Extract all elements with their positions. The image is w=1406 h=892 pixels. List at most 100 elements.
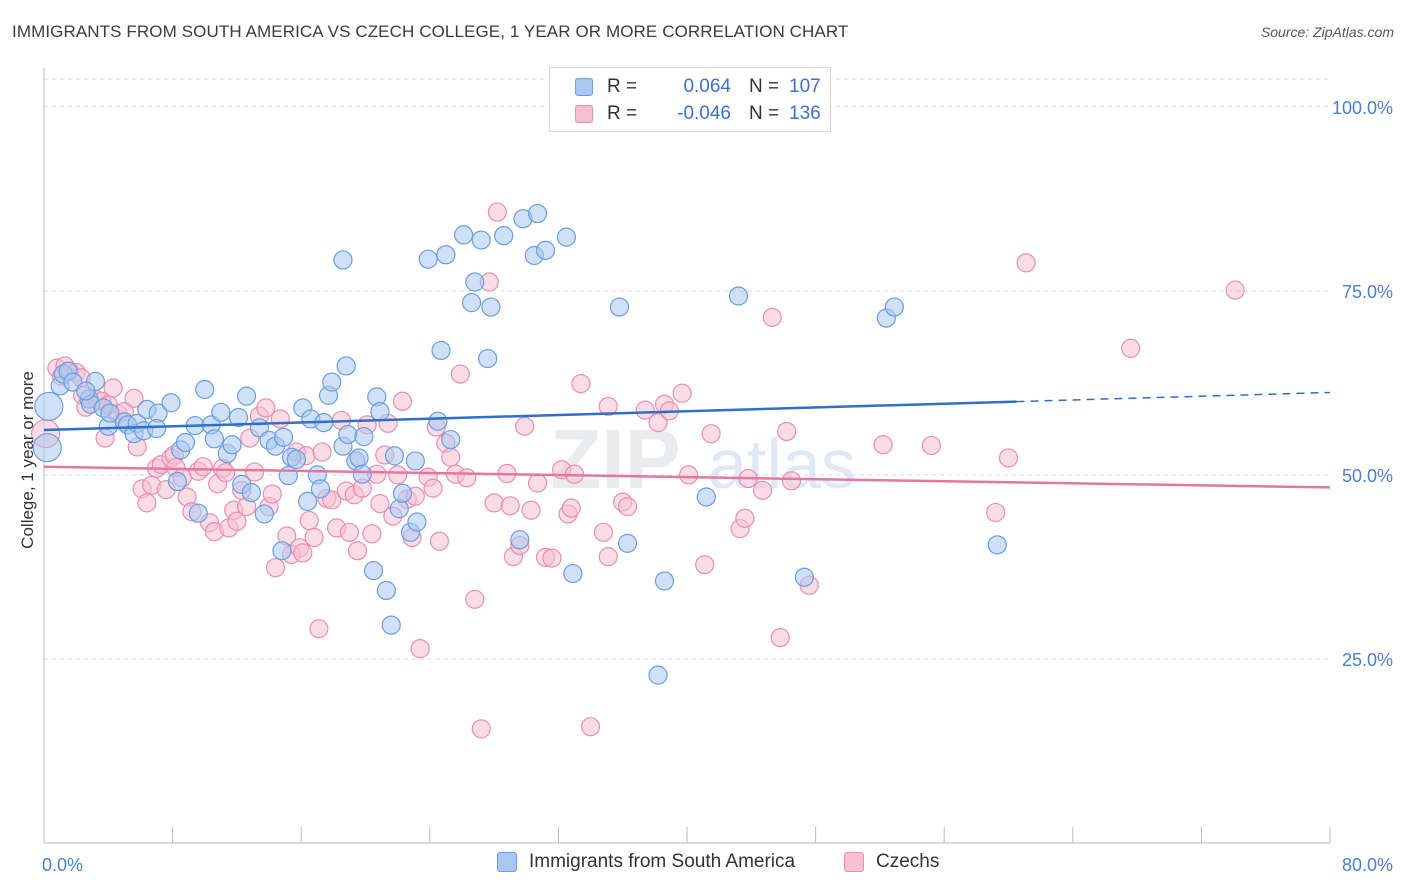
point-czechs <box>193 457 213 477</box>
point-south-america <box>228 407 249 428</box>
point-czechs <box>299 510 319 531</box>
legend-n-label: N = <box>749 103 780 124</box>
point-czechs <box>873 435 893 455</box>
y-tick-label: 100.0% <box>1332 98 1393 118</box>
point-czechs <box>1016 253 1036 273</box>
y-axis-label: College, 1 year or more <box>18 371 37 549</box>
source-label: Source: ZipAtlas.com <box>1260 24 1394 40</box>
point-czechs <box>735 508 755 528</box>
point-south-america <box>370 401 390 422</box>
point-south-america <box>211 402 231 422</box>
data-points <box>31 202 1245 739</box>
point-czechs <box>998 448 1019 468</box>
point-czechs <box>542 548 562 568</box>
point-czechs <box>648 413 668 433</box>
point-czechs <box>262 484 282 504</box>
point-south-america <box>310 479 331 499</box>
point-south-america <box>535 240 556 260</box>
point-czechs <box>484 493 504 513</box>
point-south-america <box>494 226 514 246</box>
point-czechs <box>450 364 470 384</box>
point-czechs <box>471 719 491 739</box>
point-czechs <box>777 421 797 442</box>
point-czechs <box>270 409 290 429</box>
point-south-america <box>322 372 342 392</box>
point-czechs <box>986 502 1006 523</box>
point-south-america <box>381 615 401 635</box>
point-czechs <box>392 391 413 411</box>
point-south-america <box>648 665 668 685</box>
legend-n-value: 136 <box>789 103 821 124</box>
legend-r-label: R = <box>607 103 638 124</box>
point-czechs <box>1225 280 1245 300</box>
point-south-america <box>338 424 358 445</box>
point-south-america <box>333 250 353 270</box>
point-czechs <box>762 307 782 327</box>
point-czechs <box>227 511 247 531</box>
point-south-america <box>354 427 374 447</box>
point-south-america <box>204 429 224 449</box>
point-czechs <box>457 468 477 488</box>
legend-row-czechs: R = -0.046 N = 136 <box>575 102 821 126</box>
point-south-america <box>389 499 409 519</box>
point-czechs <box>465 589 485 609</box>
x-tick-label: 0.0% <box>42 855 83 875</box>
y-tick-label: 25.0% <box>1342 650 1393 670</box>
point-south-america <box>527 203 548 224</box>
series-swatch-blue <box>497 852 517 872</box>
point-south-america <box>436 245 456 265</box>
point-czechs <box>487 202 507 222</box>
chart-title: IMMIGRANTS FROM SOUTH AMERICA VS CZECH C… <box>12 22 849 41</box>
point-south-america <box>352 464 372 484</box>
series-legend: Immigrants from South America Czechs <box>0 851 1406 877</box>
point-czechs <box>598 396 618 417</box>
series-label-czechs: Czechs <box>876 851 940 872</box>
point-south-america <box>471 230 491 250</box>
point-south-america <box>461 293 482 313</box>
point-south-america <box>987 535 1007 555</box>
point-south-america <box>392 483 413 503</box>
point-south-america <box>298 491 318 512</box>
point-czechs <box>679 465 699 485</box>
legend-row-south-america: R = 0.064 N = 107 <box>575 75 821 99</box>
point-czechs <box>561 498 581 518</box>
point-south-america <box>34 391 64 422</box>
point-south-america <box>563 563 583 584</box>
point-south-america <box>278 466 298 486</box>
trend-lines <box>43 391 1331 489</box>
point-south-america <box>222 435 242 455</box>
point-south-america <box>428 411 448 431</box>
point-czechs <box>312 442 332 462</box>
point-czechs <box>521 500 541 520</box>
legend-r-value: 0.064 <box>683 76 731 97</box>
y-tick-label: 75.0% <box>1342 282 1393 302</box>
point-czechs <box>370 494 390 514</box>
point-south-america <box>376 580 396 601</box>
point-south-america <box>617 533 638 553</box>
point-south-america <box>273 427 294 447</box>
trend-line-czechs <box>43 465 1331 489</box>
point-south-america <box>478 348 498 369</box>
point-czechs <box>598 547 618 567</box>
point-south-america <box>188 503 208 523</box>
point-south-america <box>76 381 96 401</box>
point-south-america <box>407 512 427 532</box>
legend-r-label: R = <box>607 76 638 97</box>
point-czechs <box>124 388 144 408</box>
point-south-america <box>100 403 120 423</box>
point-south-america <box>161 393 181 413</box>
point-south-america <box>696 487 716 507</box>
point-czechs <box>752 480 773 500</box>
axes <box>43 68 1331 844</box>
point-czechs <box>429 531 450 551</box>
point-czechs <box>410 639 430 659</box>
point-south-america <box>405 451 425 471</box>
point-czechs <box>672 383 692 403</box>
point-czechs <box>500 496 520 516</box>
point-czechs <box>293 543 313 563</box>
point-czechs <box>580 717 601 737</box>
point-czechs <box>103 378 123 398</box>
series-legend-czechs: Czechs <box>844 851 939 873</box>
point-south-america <box>794 567 814 587</box>
legend-n-label: N = <box>749 76 780 97</box>
